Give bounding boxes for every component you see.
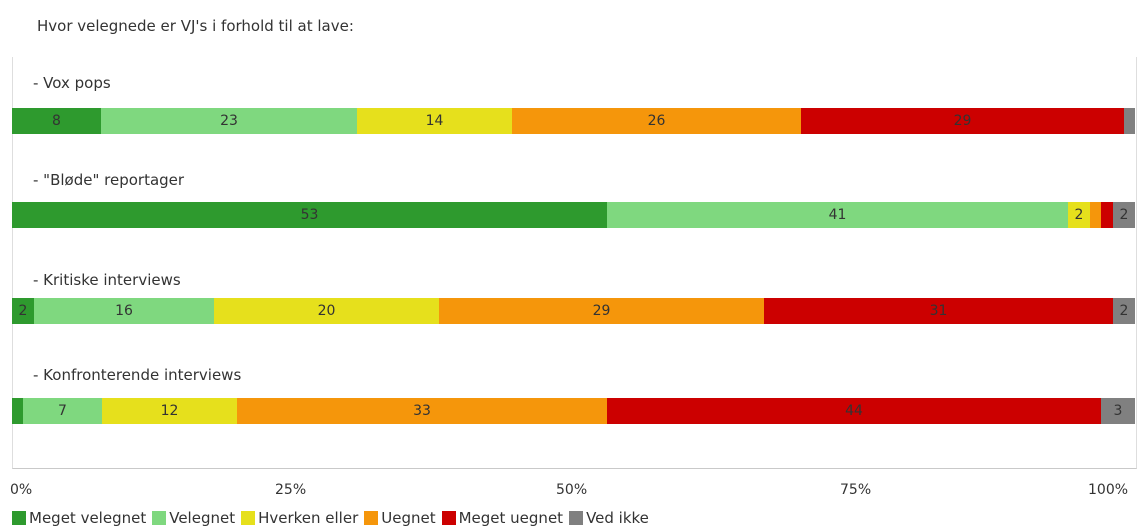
legend-swatch xyxy=(152,511,167,525)
legend-item: Ved ikke xyxy=(569,509,649,527)
data-label: 2 xyxy=(18,303,28,319)
legend-item: Meget uegnet xyxy=(441,509,564,527)
bar-segment: 29 xyxy=(439,298,764,324)
bar-row: 53 41 2 2 xyxy=(12,202,1135,228)
bar-segment: 2 xyxy=(12,298,34,324)
bar-segment: 16 xyxy=(34,298,214,324)
bar-segment xyxy=(1090,202,1101,228)
x-tick-label: 0% xyxy=(10,482,33,498)
legend-item: Uegnet xyxy=(364,509,436,527)
bar-segment: 33 xyxy=(237,398,607,424)
category-label: - Konfronterende interviews xyxy=(33,366,242,384)
bar-segment: 29 xyxy=(801,108,1124,134)
data-label: 29 xyxy=(592,303,611,319)
x-tick-label: 100% xyxy=(1088,482,1129,498)
legend: Meget velegnet Velegnet Hverken eller Uegne… xyxy=(12,509,655,527)
legend-item: Velegnet xyxy=(152,509,235,527)
legend-label: Meget uegnet xyxy=(458,509,564,527)
data-label: 3 xyxy=(1113,403,1123,419)
data-label: 14 xyxy=(425,113,444,129)
bar-row: 8 23 14 26 29 xyxy=(12,108,1135,134)
bar-segment xyxy=(12,398,23,424)
category-label: - "Bløde" reportager xyxy=(33,171,185,189)
legend-swatch xyxy=(241,511,256,525)
bar-segment: 8 xyxy=(12,108,101,134)
legend-item: Meget velegnet xyxy=(12,509,146,527)
legend-swatch xyxy=(12,511,26,525)
legend-label: Uegnet xyxy=(381,509,436,527)
legend-label: Meget velegnet xyxy=(29,509,147,527)
chart-title: Hvor velegnede er VJ's i forhold til at … xyxy=(37,17,354,35)
bar-segment: 12 xyxy=(102,398,237,424)
x-tick-label: 75% xyxy=(840,482,872,498)
legend-label: Hverken eller xyxy=(258,509,359,527)
x-tick-label: 25% xyxy=(275,482,307,498)
data-label: 20 xyxy=(317,303,336,319)
bar-segment xyxy=(1124,108,1135,134)
data-label: 53 xyxy=(300,207,319,223)
legend-label: Velegnet xyxy=(169,509,236,527)
bar-row: 7 12 33 44 3 xyxy=(12,398,1135,424)
data-label: 26 xyxy=(647,113,666,129)
data-label: 7 xyxy=(58,403,67,419)
bar-segment: 2 xyxy=(1068,202,1090,228)
legend-swatch xyxy=(441,511,456,525)
data-label: 23 xyxy=(220,113,238,129)
legend-swatch xyxy=(364,511,379,525)
category-label: - Vox pops xyxy=(33,74,111,92)
data-label: 8 xyxy=(52,113,61,129)
legend-swatch xyxy=(569,511,584,525)
data-label: 33 xyxy=(413,403,431,419)
bar-segment: 3 xyxy=(1101,398,1135,424)
legend-label: Ved ikke xyxy=(586,509,649,527)
data-label: 16 xyxy=(115,303,133,319)
bar-segment: 14 xyxy=(357,108,512,134)
bar-segment: 7 xyxy=(23,398,102,424)
legend-item: Hverken eller xyxy=(241,509,358,527)
data-label: 44 xyxy=(845,403,863,419)
data-label: 31 xyxy=(929,303,948,319)
data-label: 2 xyxy=(1119,207,1129,223)
bar-segment: 26 xyxy=(512,108,801,134)
data-label: 41 xyxy=(828,207,847,223)
data-label: 2 xyxy=(1119,303,1129,319)
bar-segment xyxy=(1101,202,1113,228)
bar-segment: 2 xyxy=(1113,298,1135,324)
data-label: 29 xyxy=(953,113,972,129)
bar-segment: 44 xyxy=(607,398,1101,424)
bar-segment: 31 xyxy=(764,298,1113,324)
x-tick-label: 50% xyxy=(556,482,588,498)
data-label: 12 xyxy=(160,403,179,419)
bar-segment: 23 xyxy=(101,108,357,134)
data-label: 2 xyxy=(1074,207,1084,223)
bar-row: 2 16 20 29 31 2 xyxy=(12,298,1135,324)
bar-segment: 20 xyxy=(214,298,439,324)
bar-segment: 41 xyxy=(607,202,1068,228)
bar-segment: 2 xyxy=(1113,202,1135,228)
bar-segment: 53 xyxy=(12,202,607,228)
category-label: - Kritiske interviews xyxy=(33,271,181,289)
